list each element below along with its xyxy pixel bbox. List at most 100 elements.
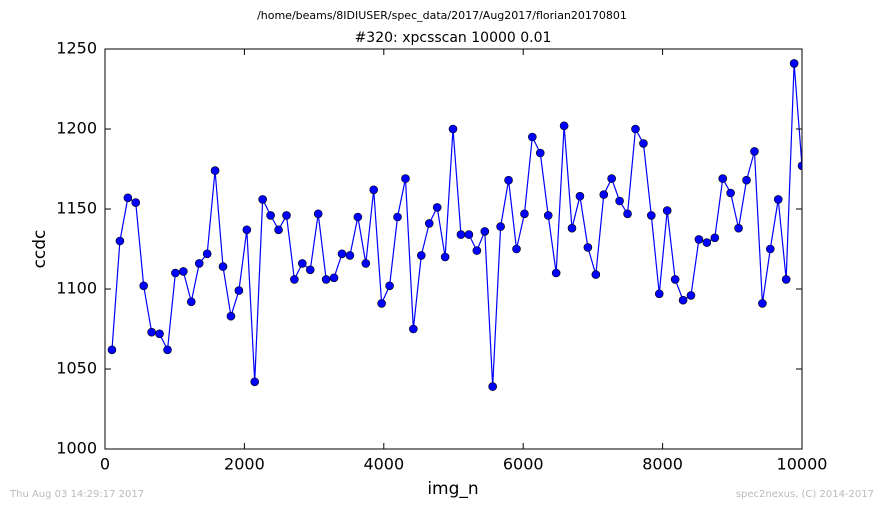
data-point	[242, 225, 252, 235]
data-point	[726, 188, 735, 198]
data-point	[147, 327, 156, 337]
data-point	[163, 345, 172, 355]
data-point	[440, 252, 450, 262]
x-tick-label: 4000	[363, 455, 404, 474]
data-point	[512, 244, 521, 254]
data-point	[710, 233, 720, 243]
y-axis-label: ccdc	[30, 230, 50, 269]
data-point	[123, 193, 133, 203]
x-tick-label: 2000	[224, 455, 265, 474]
data-point	[599, 190, 609, 199]
data-point	[139, 281, 148, 291]
suptitle: /home/beams/8IDIUSER/spec_data/2017/Aug2…	[257, 9, 627, 22]
data-point	[686, 291, 696, 300]
data-point	[218, 262, 228, 271]
data-point	[670, 275, 680, 284]
data-point	[781, 275, 791, 284]
data-point	[718, 174, 728, 183]
data-line	[111, 63, 802, 387]
data-point	[758, 299, 767, 308]
data-point	[535, 148, 545, 158]
data-point	[432, 203, 442, 212]
data-point	[305, 265, 315, 275]
data-point	[385, 281, 394, 291]
data-point	[194, 259, 204, 268]
data-point	[662, 206, 672, 215]
data-point	[567, 223, 577, 233]
data-point	[472, 246, 482, 255]
y-tick-label: 1200	[56, 119, 97, 138]
data-point	[528, 132, 537, 142]
y-tick-label: 1050	[56, 359, 97, 378]
axes-frame	[104, 48, 803, 450]
data-point	[179, 267, 188, 276]
data-point	[789, 59, 799, 68]
data-point	[115, 236, 125, 246]
data-point	[424, 219, 434, 228]
data-point	[504, 175, 513, 185]
data-point	[488, 382, 497, 391]
x-tick-label: 0	[100, 455, 110, 474]
data-point	[456, 230, 466, 239]
y-tick-label: 1150	[56, 199, 97, 218]
data-point	[171, 268, 180, 278]
data-point	[797, 161, 802, 171]
data-point	[639, 139, 648, 148]
data-point	[226, 311, 236, 321]
data-point	[694, 235, 704, 244]
data-point	[353, 212, 363, 222]
data-point	[607, 174, 616, 183]
data-point	[234, 286, 244, 295]
data-point	[290, 275, 299, 284]
data-point	[393, 212, 402, 222]
data-point	[464, 230, 474, 239]
data-point	[750, 147, 759, 156]
data-point	[107, 345, 117, 355]
data-point	[361, 259, 371, 268]
y-tick-label: 1250	[56, 39, 97, 58]
x-axis-label: img_n	[427, 479, 478, 499]
data-point	[401, 174, 410, 183]
data-point	[631, 124, 640, 134]
data-point	[591, 270, 601, 279]
data-point	[329, 273, 339, 283]
data-point	[377, 299, 386, 308]
data-point	[274, 225, 283, 235]
x-tick-label: 6000	[503, 455, 544, 474]
data-point	[678, 295, 688, 305]
data-point	[520, 209, 529, 219]
y-tick-label: 1000	[56, 439, 97, 458]
data-point	[345, 251, 355, 260]
data-point	[765, 244, 775, 254]
data-point	[559, 121, 569, 131]
data-point	[480, 227, 490, 236]
data-point	[321, 275, 331, 284]
data-point	[543, 211, 553, 220]
data-point	[337, 249, 347, 259]
x-tick-label: 10000	[777, 455, 828, 474]
data-point	[202, 249, 212, 259]
data-point	[266, 211, 275, 220]
data-point	[409, 324, 418, 334]
footer-left: Thu Aug 03 14:29:17 2017	[9, 489, 144, 500]
data-point	[131, 198, 141, 207]
footer-right: spec2nexus, (C) 2014-2017	[736, 489, 874, 500]
y-tick-label: 1100	[56, 279, 97, 298]
data-point	[448, 124, 458, 134]
data-point	[583, 243, 593, 252]
data-point	[773, 195, 783, 204]
chart-title: #320: xpcsscan 10000 0.01	[355, 30, 552, 46]
data-point	[575, 191, 585, 201]
data-point	[313, 209, 323, 219]
data-point	[615, 196, 624, 206]
data-point	[210, 166, 220, 175]
data-point	[298, 259, 307, 268]
data-point	[742, 175, 751, 185]
data-point	[258, 195, 267, 204]
data-point	[551, 268, 561, 278]
data-point	[155, 329, 164, 339]
data-point	[654, 289, 664, 299]
data-point	[416, 251, 426, 260]
data-point	[647, 211, 656, 220]
